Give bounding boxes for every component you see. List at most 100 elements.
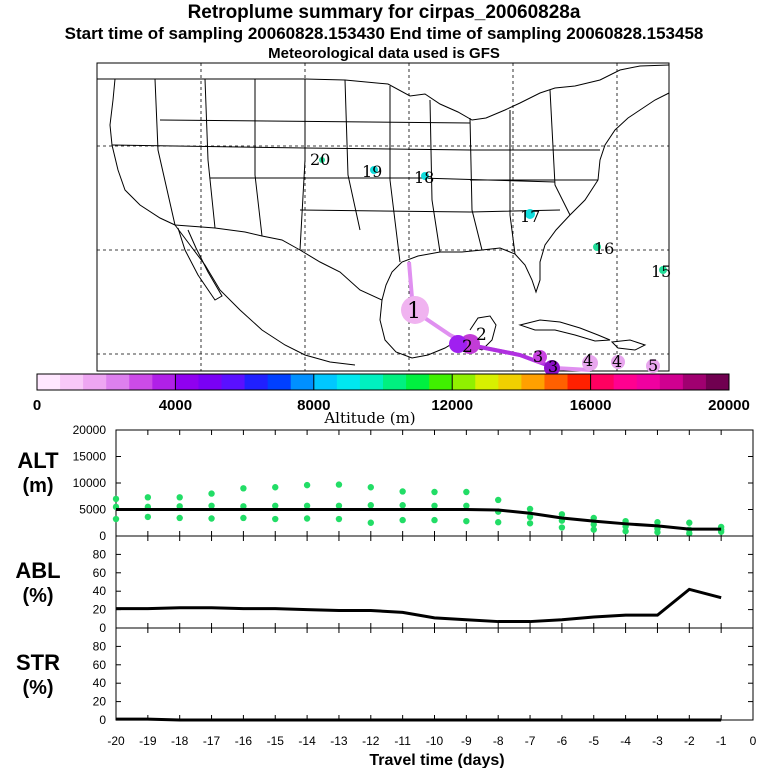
map-coastlines — [97, 64, 670, 366]
colorbar-cell — [152, 374, 176, 390]
colorbar-cell — [705, 374, 730, 390]
altitude-dot — [176, 503, 183, 510]
chart-title: Retroplume summary for cirpas_20060828a — [187, 2, 581, 23]
altitude-dot — [495, 496, 502, 504]
plume-point — [449, 335, 467, 353]
altitude-dot — [112, 515, 120, 523]
y-tick-label: 0 — [99, 529, 106, 543]
altitude-dot — [654, 519, 661, 526]
x-tick-label: -2 — [684, 734, 695, 748]
altitude-dot — [495, 519, 502, 526]
altitude-dot — [208, 515, 215, 522]
panel-ylabel: (%) — [22, 677, 53, 699]
altitude-dot — [335, 515, 343, 523]
altitude-dot — [272, 502, 279, 509]
x-tick-label: -5 — [588, 734, 599, 748]
colorbar-cell — [106, 374, 130, 390]
plume-label: 3 — [548, 357, 558, 376]
x-tick-label: -4 — [620, 734, 631, 748]
altitude-dot — [399, 502, 406, 509]
sampling-times: Start time of sampling 20060828.153430 E… — [64, 24, 704, 43]
colorbar-cell — [406, 374, 430, 390]
y-tick-label: 60 — [93, 566, 107, 580]
altitude-dot — [144, 494, 152, 501]
x-tick-label: -11 — [394, 734, 411, 748]
altitude-dot — [431, 516, 438, 524]
plume-label: 4 — [583, 351, 593, 370]
y-tick-label: 40 — [93, 676, 107, 690]
time-series-panels: ALT(m)20000150001000050000ABL(%)80604020… — [15, 423, 756, 768]
colorbar-cell — [267, 374, 292, 390]
x-tick-label: -16 — [235, 734, 253, 748]
altitude-dot — [208, 502, 215, 509]
altitude-dot — [686, 519, 693, 526]
plume-label: 17 — [520, 207, 540, 226]
plume-label: 20 — [310, 150, 330, 169]
altitude-dot — [622, 528, 629, 535]
colorbar-cell — [60, 374, 84, 390]
y-tick-label: 5000 — [79, 503, 106, 517]
plume-point — [533, 350, 547, 364]
panel-ylabel: ALT — [17, 448, 59, 473]
altitude-dot — [112, 495, 120, 503]
panel-frame — [115, 627, 754, 721]
y-tick-label: 80 — [93, 639, 107, 653]
altitude-dot — [335, 502, 343, 509]
y-tick-label: 80 — [93, 547, 107, 561]
colorbar-tick-label: 20000 — [708, 397, 750, 414]
altitude-dot — [431, 502, 438, 509]
colorbar-cell — [475, 374, 499, 390]
colorbar-cell — [175, 374, 199, 390]
plume-point — [421, 172, 429, 180]
plume-label: 4 — [612, 352, 622, 371]
altitude-colorbar: 0 4000 8000 12000 16000 20000 Altitude (m) — [33, 373, 750, 427]
y-tick-label: 0 — [99, 621, 106, 635]
colorbar-cell — [198, 374, 223, 390]
panel-ylabel: (m) — [22, 475, 53, 497]
colorbar-cell — [221, 374, 246, 390]
map-graticule — [97, 63, 669, 371]
x-tick-label: -18 — [171, 734, 189, 748]
x-tick-label: -13 — [330, 734, 348, 748]
x-tick-label: -1 — [716, 734, 727, 748]
met-data-note: Meteorological data used is GFS — [268, 45, 500, 62]
colorbar-cell — [452, 374, 476, 390]
altitude-dot — [590, 526, 597, 533]
plume-label: 19 — [362, 162, 382, 181]
colorbar-tick-label: 0 — [33, 397, 41, 414]
altitude-dot — [399, 516, 406, 524]
plume-label: 16 — [594, 239, 614, 258]
plume-point — [319, 157, 325, 163]
colorbar-cell — [659, 374, 684, 390]
altitude-dot — [176, 514, 183, 522]
x-tick-label: -14 — [298, 734, 316, 748]
colorbar-cell — [429, 374, 453, 390]
x-tick-label: -10 — [426, 734, 444, 748]
plume-label: 1 — [407, 299, 421, 324]
colorbar-title: Altitude (m) — [323, 409, 415, 427]
panel-ylabel: ABL — [15, 558, 60, 583]
plume-label: 15 — [651, 262, 671, 281]
altitude-dot — [272, 484, 279, 491]
y-tick-label: 0 — [99, 713, 106, 727]
x-tick-label: -9 — [461, 734, 472, 748]
y-tick-label: 60 — [93, 658, 107, 672]
colorbar-tick-label: 16000 — [570, 397, 612, 414]
colorbar-tick-label: 12000 — [431, 397, 473, 414]
abl-line — [116, 587, 722, 624]
x-tick-label: -7 — [525, 734, 536, 748]
altitude-dot — [463, 517, 470, 525]
altitude-dot — [303, 502, 311, 509]
y-tick-label: 15000 — [73, 450, 107, 464]
altitude-dot — [335, 481, 343, 488]
altitude-dot — [558, 524, 566, 531]
x-tick-label: 0 — [750, 734, 757, 748]
plume-point — [401, 296, 429, 324]
altitude-dot — [463, 502, 470, 509]
colorbar-cell — [544, 374, 569, 390]
x-tick-label: -3 — [652, 734, 663, 748]
plume-point — [544, 360, 560, 376]
colorbar-cell — [290, 374, 315, 390]
colorbar-cell — [682, 374, 707, 390]
